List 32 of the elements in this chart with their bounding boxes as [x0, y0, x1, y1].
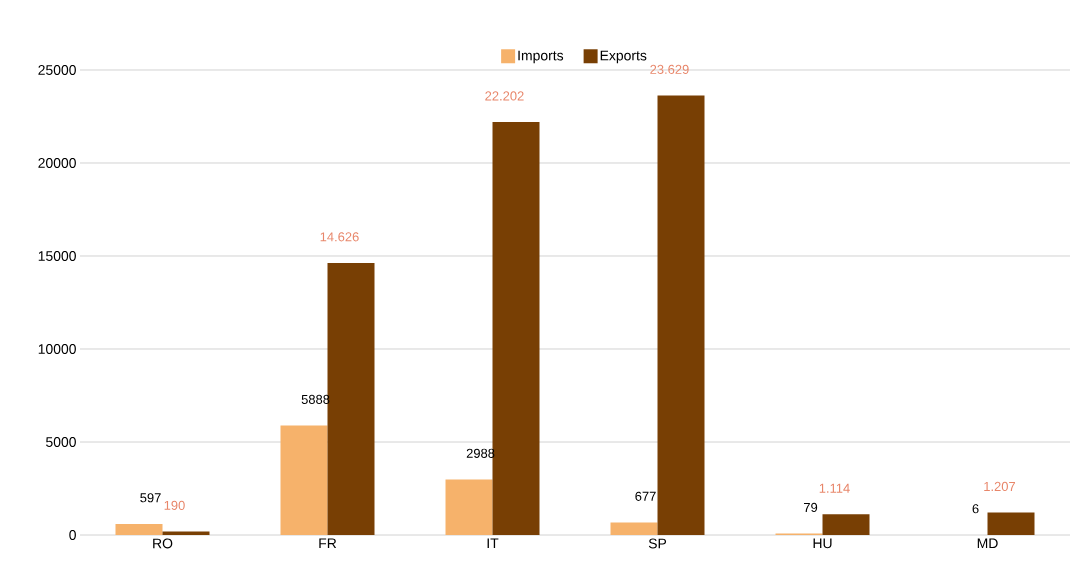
y-tick-label: 5000 [46, 437, 76, 447]
data-label: 6 [972, 504, 979, 514]
data-label: 1.114 [819, 483, 850, 493]
legend-label: Imports [518, 50, 564, 64]
data-label: 677 [635, 491, 656, 501]
x-tick-label: IT [487, 538, 499, 549]
bar [280, 425, 328, 535]
x-tick-label: HU [813, 538, 832, 549]
data-label: 14.626 [320, 232, 359, 242]
data-label: 79 [804, 502, 818, 513]
x-tick-label: MD [977, 538, 998, 549]
bar [987, 512, 1035, 535]
x-tick-label: RO [153, 538, 173, 549]
data-label: 23.629 [650, 64, 689, 74]
x-tick-label: SP [648, 538, 667, 549]
y-tick-label: 10000 [38, 344, 76, 354]
x-tick-label: FR [319, 538, 337, 549]
y-tick-label: 15000 [38, 251, 76, 261]
y-tick-label: 20000 [38, 158, 76, 168]
bar [610, 522, 658, 535]
bar [657, 95, 705, 535]
y-tick-label: 25000 [38, 65, 76, 75]
data-label: 22.202 [485, 91, 524, 101]
bar [822, 514, 870, 535]
bar [115, 523, 163, 535]
y-tick-label: 0 [69, 530, 76, 540]
data-label: 1.207 [984, 481, 1016, 492]
data-label: 597 [140, 493, 161, 503]
bar [445, 479, 493, 535]
data-label: 190 [164, 500, 185, 510]
bar [162, 531, 210, 535]
legend-label: Exports [600, 50, 647, 64]
